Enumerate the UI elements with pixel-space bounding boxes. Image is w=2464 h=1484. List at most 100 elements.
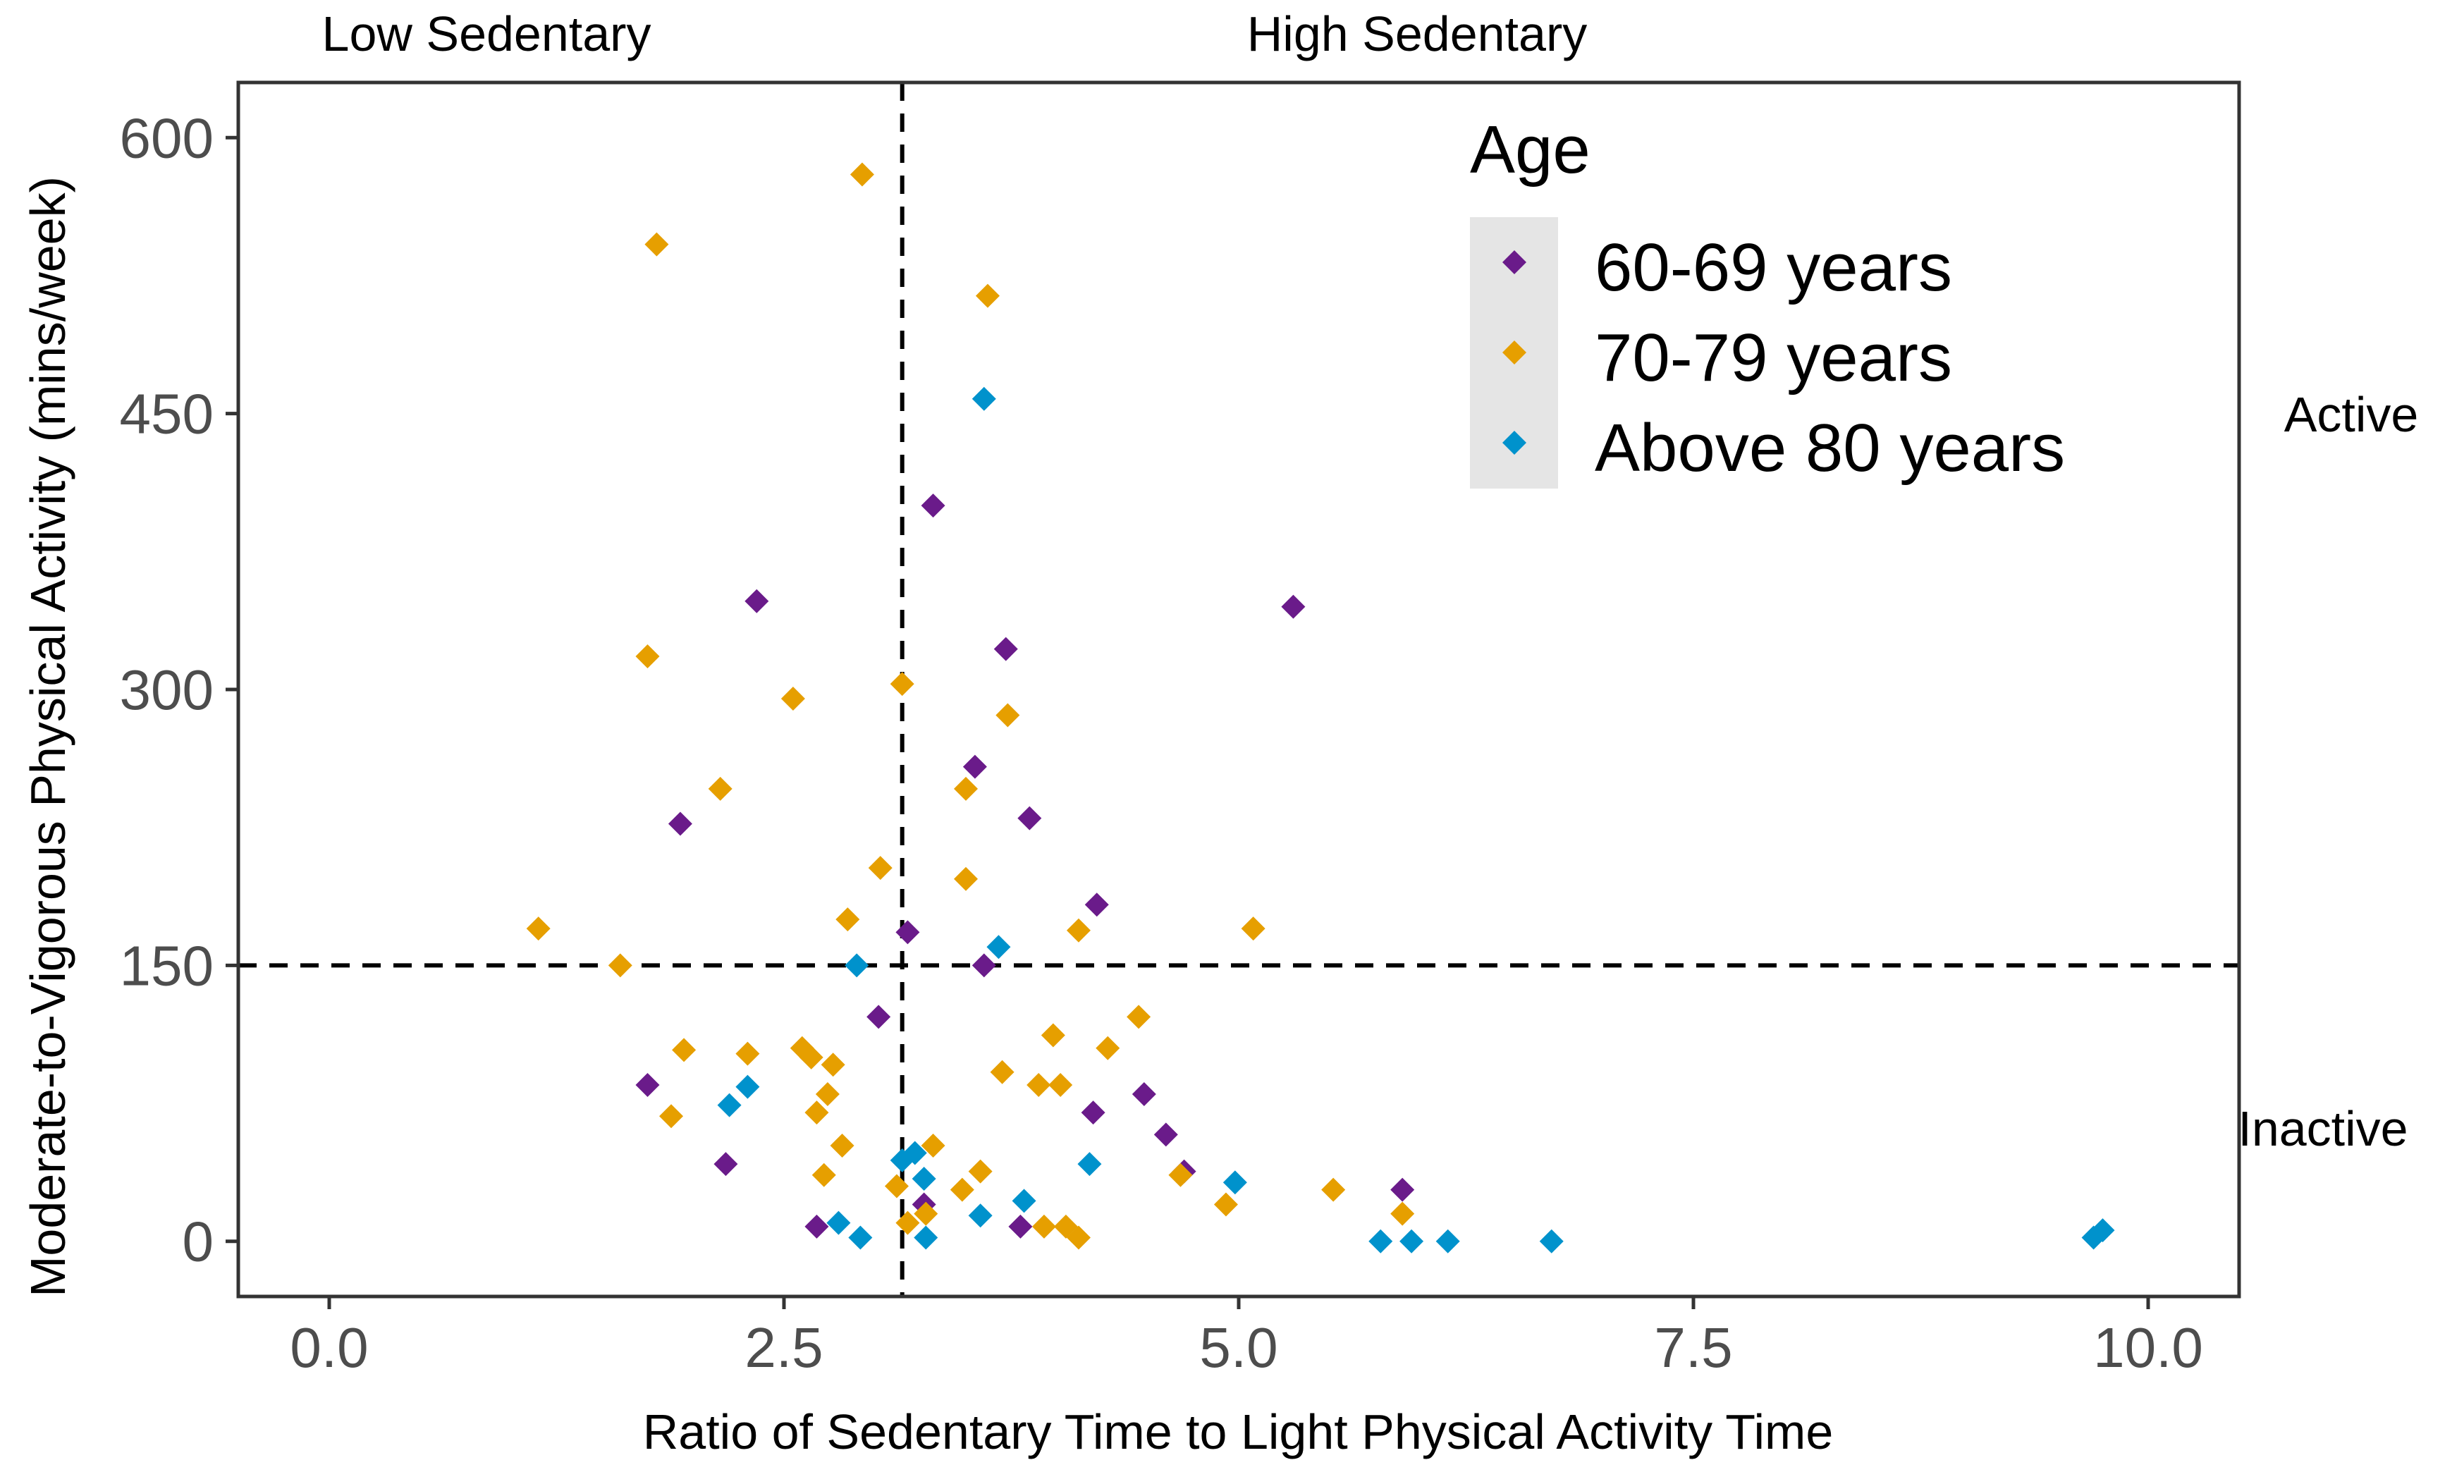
point-above-80-years	[914, 1225, 938, 1250]
region-label-active: Active	[2284, 387, 2419, 442]
point-70-79-years	[954, 866, 978, 891]
point-60-69-years	[804, 1214, 829, 1239]
point-above-80-years	[1368, 1229, 1393, 1253]
point-60-69-years	[962, 754, 987, 779]
point-60-69-years	[1132, 1082, 1156, 1106]
legend-label-above-80: Above 80 years	[1595, 410, 2065, 486]
point-above-80-years	[912, 1167, 936, 1191]
point-above-80-years	[2090, 1218, 2115, 1243]
x-tick-label: 7.5	[1654, 1316, 1732, 1379]
point-60-69-years	[895, 920, 920, 945]
data-points	[526, 162, 2115, 1253]
point-above-80-years	[968, 1203, 993, 1228]
point-70-79-years	[1066, 918, 1091, 943]
y-tick-label: 600	[120, 106, 214, 169]
y-tick-label: 450	[120, 383, 214, 446]
y-axis-title: Moderate-to-Vigorous Physical Activity (…	[20, 176, 75, 1297]
point-60-69-years	[993, 637, 1018, 661]
point-70-79-years	[850, 162, 874, 187]
point-70-79-years	[1127, 1005, 1151, 1029]
point-70-79-years	[975, 283, 1000, 308]
point-60-69-years	[866, 1005, 891, 1029]
legend-title: Age	[1470, 112, 1590, 188]
point-60-69-years	[668, 811, 692, 836]
point-70-79-years	[950, 1177, 974, 1202]
point-70-79-years	[884, 1174, 909, 1198]
point-70-79-years	[914, 1201, 938, 1226]
point-70-79-years	[811, 1163, 836, 1187]
point-above-80-years	[845, 953, 869, 978]
point-70-79-years	[868, 856, 893, 881]
point-above-80-years	[1222, 1170, 1247, 1195]
y-tick-label: 300	[120, 658, 214, 721]
region-label-low-sedentary: Low Sedentary	[322, 6, 651, 61]
legend-label-70-79: 70-79 years	[1595, 320, 1952, 395]
legend-marker-above-80	[1502, 431, 1526, 455]
point-70-79-years	[821, 1053, 845, 1077]
x-tick-label: 2.5	[744, 1316, 823, 1379]
point-60-69-years	[713, 1152, 738, 1177]
point-70-79-years	[1026, 1072, 1051, 1097]
point-70-79-years	[799, 1045, 823, 1069]
point-70-79-years	[659, 1104, 684, 1129]
point-70-79-years	[1041, 1023, 1065, 1048]
plot-panel-border	[236, 80, 2241, 1299]
point-70-79-years	[954, 776, 978, 801]
point-above-80-years	[971, 386, 996, 411]
point-above-80-years	[735, 1074, 760, 1099]
point-70-79-years	[815, 1082, 840, 1106]
point-60-69-years	[1281, 594, 1306, 619]
point-above-80-years	[717, 1093, 742, 1117]
point-70-79-years	[780, 687, 805, 711]
point-70-79-years	[1066, 1225, 1091, 1250]
point-70-79-years	[835, 907, 860, 932]
point-above-80-years	[826, 1210, 851, 1235]
y-tick-label: 150	[120, 934, 214, 997]
point-70-79-years	[608, 953, 632, 978]
point-70-79-years	[735, 1041, 760, 1066]
y-axis: 0 150 300 450 600	[120, 106, 238, 1273]
point-70-79-years	[635, 644, 660, 669]
point-70-79-years	[895, 1210, 920, 1235]
region-label-inactive: Inactive	[2238, 1101, 2408, 1156]
x-tick-label: 10.0	[2093, 1316, 2203, 1379]
point-70-79-years	[1321, 1177, 1346, 1202]
point-60-69-years	[921, 493, 945, 518]
point-70-79-years	[804, 1100, 829, 1125]
point-70-79-years	[968, 1159, 993, 1184]
legend-label-60-69: 60-69 years	[1595, 230, 1952, 305]
point-60-69-years	[1153, 1122, 1178, 1147]
point-60-69-years	[1008, 1214, 1033, 1239]
point-70-79-years	[830, 1134, 854, 1158]
point-60-69-years	[1017, 806, 1042, 830]
x-axis-title: Ratio of Sedentary Time to Light Physica…	[643, 1404, 1834, 1459]
point-70-79-years	[1390, 1201, 1415, 1226]
legend-marker-60-69	[1502, 250, 1526, 274]
point-above-80-years	[1435, 1229, 1460, 1253]
x-tick-label: 0.0	[290, 1316, 368, 1379]
region-label-high-sedentary: High Sedentary	[1247, 6, 1588, 61]
y-tick-label: 0	[183, 1210, 214, 1273]
point-70-79-years	[526, 916, 551, 941]
point-70-79-years	[644, 232, 669, 257]
point-70-79-years	[672, 1038, 697, 1062]
legend: Age 60-69 years 70-79 years Above 80 yea…	[1470, 112, 2065, 489]
point-60-69-years	[744, 589, 769, 613]
point-above-80-years	[1399, 1229, 1424, 1253]
point-above-80-years	[1539, 1229, 1564, 1253]
point-60-69-years	[1081, 1100, 1105, 1125]
point-70-79-years	[890, 672, 914, 697]
point-above-80-years	[848, 1225, 873, 1250]
point-60-69-years	[635, 1072, 660, 1097]
point-70-79-years	[995, 703, 1020, 728]
point-70-79-years	[708, 776, 733, 801]
point-60-69-years	[971, 953, 996, 978]
point-70-79-years	[1031, 1214, 1056, 1239]
point-70-79-years	[1096, 1036, 1120, 1060]
point-above-80-years	[902, 1141, 927, 1165]
point-above-80-years	[986, 935, 1011, 959]
point-60-69-years	[1084, 893, 1109, 917]
point-70-79-years	[990, 1060, 1015, 1084]
